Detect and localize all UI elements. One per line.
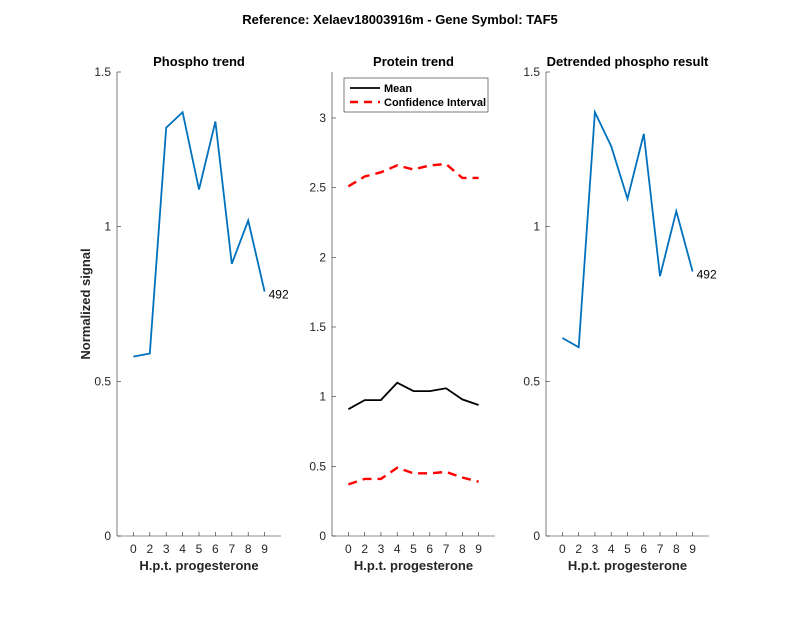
y-tick-label: 3	[319, 111, 326, 125]
x-tick-label: 8	[245, 542, 252, 556]
point-annotation: 492	[697, 268, 717, 282]
x-tick-label: 3	[592, 542, 599, 556]
y-tick-label: 0.5	[523, 374, 540, 388]
x-tick-label: 2	[361, 542, 368, 556]
x-tick-label: 0	[130, 542, 137, 556]
x-axis-label: H.p.t. progesterone	[568, 558, 687, 573]
x-tick-label: 5	[624, 542, 631, 556]
x-tick-label: 7	[657, 542, 664, 556]
panel-title: Phospho trend	[153, 54, 245, 69]
x-tick-label: 4	[179, 542, 186, 556]
x-axis-label: H.p.t. progesterone	[139, 558, 258, 573]
x-tick-label: 8	[673, 542, 680, 556]
series-line-mean	[347, 381, 479, 410]
legend-label: Confidence Interval	[384, 97, 486, 109]
x-tick-label: 7	[443, 542, 450, 556]
y-tick-label: 0	[104, 529, 111, 543]
y-tick-label: 1	[319, 390, 326, 404]
y-tick-label: 2	[319, 250, 326, 264]
y-tick-label: 1	[533, 220, 540, 234]
x-tick-label: 4	[394, 542, 401, 556]
y-tick-label: 2.5	[309, 181, 326, 195]
y-axis-label: Normalized signal	[78, 248, 93, 359]
x-axis-label: H.p.t. progesterone	[354, 558, 473, 573]
x-tick-label: 8	[459, 542, 466, 556]
y-tick-label: 1	[104, 220, 111, 234]
x-tick-label: 9	[261, 542, 268, 556]
x-tick-label: 6	[426, 542, 433, 556]
x-tick-label: 0	[559, 542, 566, 556]
x-tick-label: 6	[212, 542, 219, 556]
x-tick-label: 9	[689, 542, 696, 556]
panel-title: Protein trend	[373, 54, 454, 69]
y-tick-label: 1.5	[94, 65, 111, 79]
x-tick-label: 7	[228, 542, 235, 556]
legend-label: Mean	[384, 83, 412, 95]
y-tick-label: 0	[533, 529, 540, 543]
legend: Mean Confidence Interval	[343, 77, 489, 113]
x-tick-label: 6	[640, 542, 647, 556]
y-tick-label: 0	[319, 529, 326, 543]
x-tick-label: 2	[146, 542, 153, 556]
y-tick-label: 1.5	[309, 320, 326, 334]
y-tick-label: 0.5	[309, 459, 326, 473]
x-tick-label: 2	[575, 542, 582, 556]
x-tick-label: 9	[475, 542, 482, 556]
y-tick-label: 0.5	[94, 374, 111, 388]
x-tick-label: 4	[608, 542, 615, 556]
y-tick-label: 1.5	[523, 65, 540, 79]
series-line-phospho	[133, 110, 266, 358]
x-tick-label: 5	[196, 542, 203, 556]
series-line-detrended	[561, 108, 694, 349]
legend-box	[343, 77, 489, 113]
x-tick-label: 0	[345, 542, 352, 556]
x-tick-label: 5	[410, 542, 417, 556]
panel-title: Detrended phospho result	[547, 54, 709, 69]
x-tick-label: 3	[163, 542, 170, 556]
point-annotation: 492	[269, 288, 289, 302]
series-line-confidence-interval-lower	[348, 466, 479, 486]
figure-suptitle: Reference: Xelaev18003916m - Gene Symbol…	[242, 12, 558, 27]
x-tick-label: 3	[378, 542, 385, 556]
